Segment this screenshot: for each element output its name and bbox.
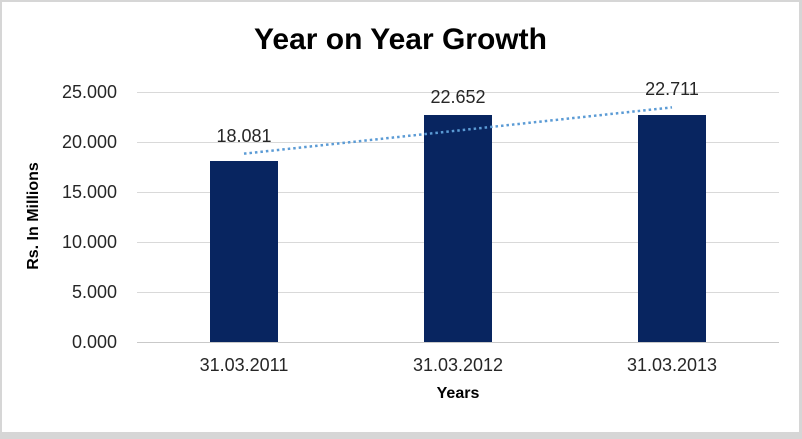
bar <box>638 114 706 342</box>
y-tick-label: 25.000 <box>61 82 117 102</box>
bar-value-label: 22.711 <box>645 79 699 100</box>
x-tick-label: 31.03.2012 <box>412 355 504 375</box>
y-tick-label: 10.000 <box>61 232 117 252</box>
bar <box>210 161 278 342</box>
chart-title: Year on Year Growth <box>254 23 547 56</box>
bar-value-label: 22.652 <box>430 87 486 108</box>
x-axis-line <box>137 341 779 343</box>
y-tick-label: 5.000 <box>71 282 117 302</box>
bar <box>424 115 492 342</box>
y-tick-label: 20.000 <box>61 132 117 152</box>
bar-value-label: 18.081 <box>216 125 272 146</box>
x-axis-title: Years <box>436 385 480 402</box>
gridline <box>137 91 779 93</box>
y-tick-label: 0.000 <box>71 332 117 352</box>
y-tick-label: 15.000 <box>61 182 117 202</box>
x-tick-label: 31.03.2013 <box>626 355 718 375</box>
y-axis-title: Rs. In Millions <box>25 162 42 270</box>
x-tick-label: 31.03.2011 <box>199 355 289 375</box>
